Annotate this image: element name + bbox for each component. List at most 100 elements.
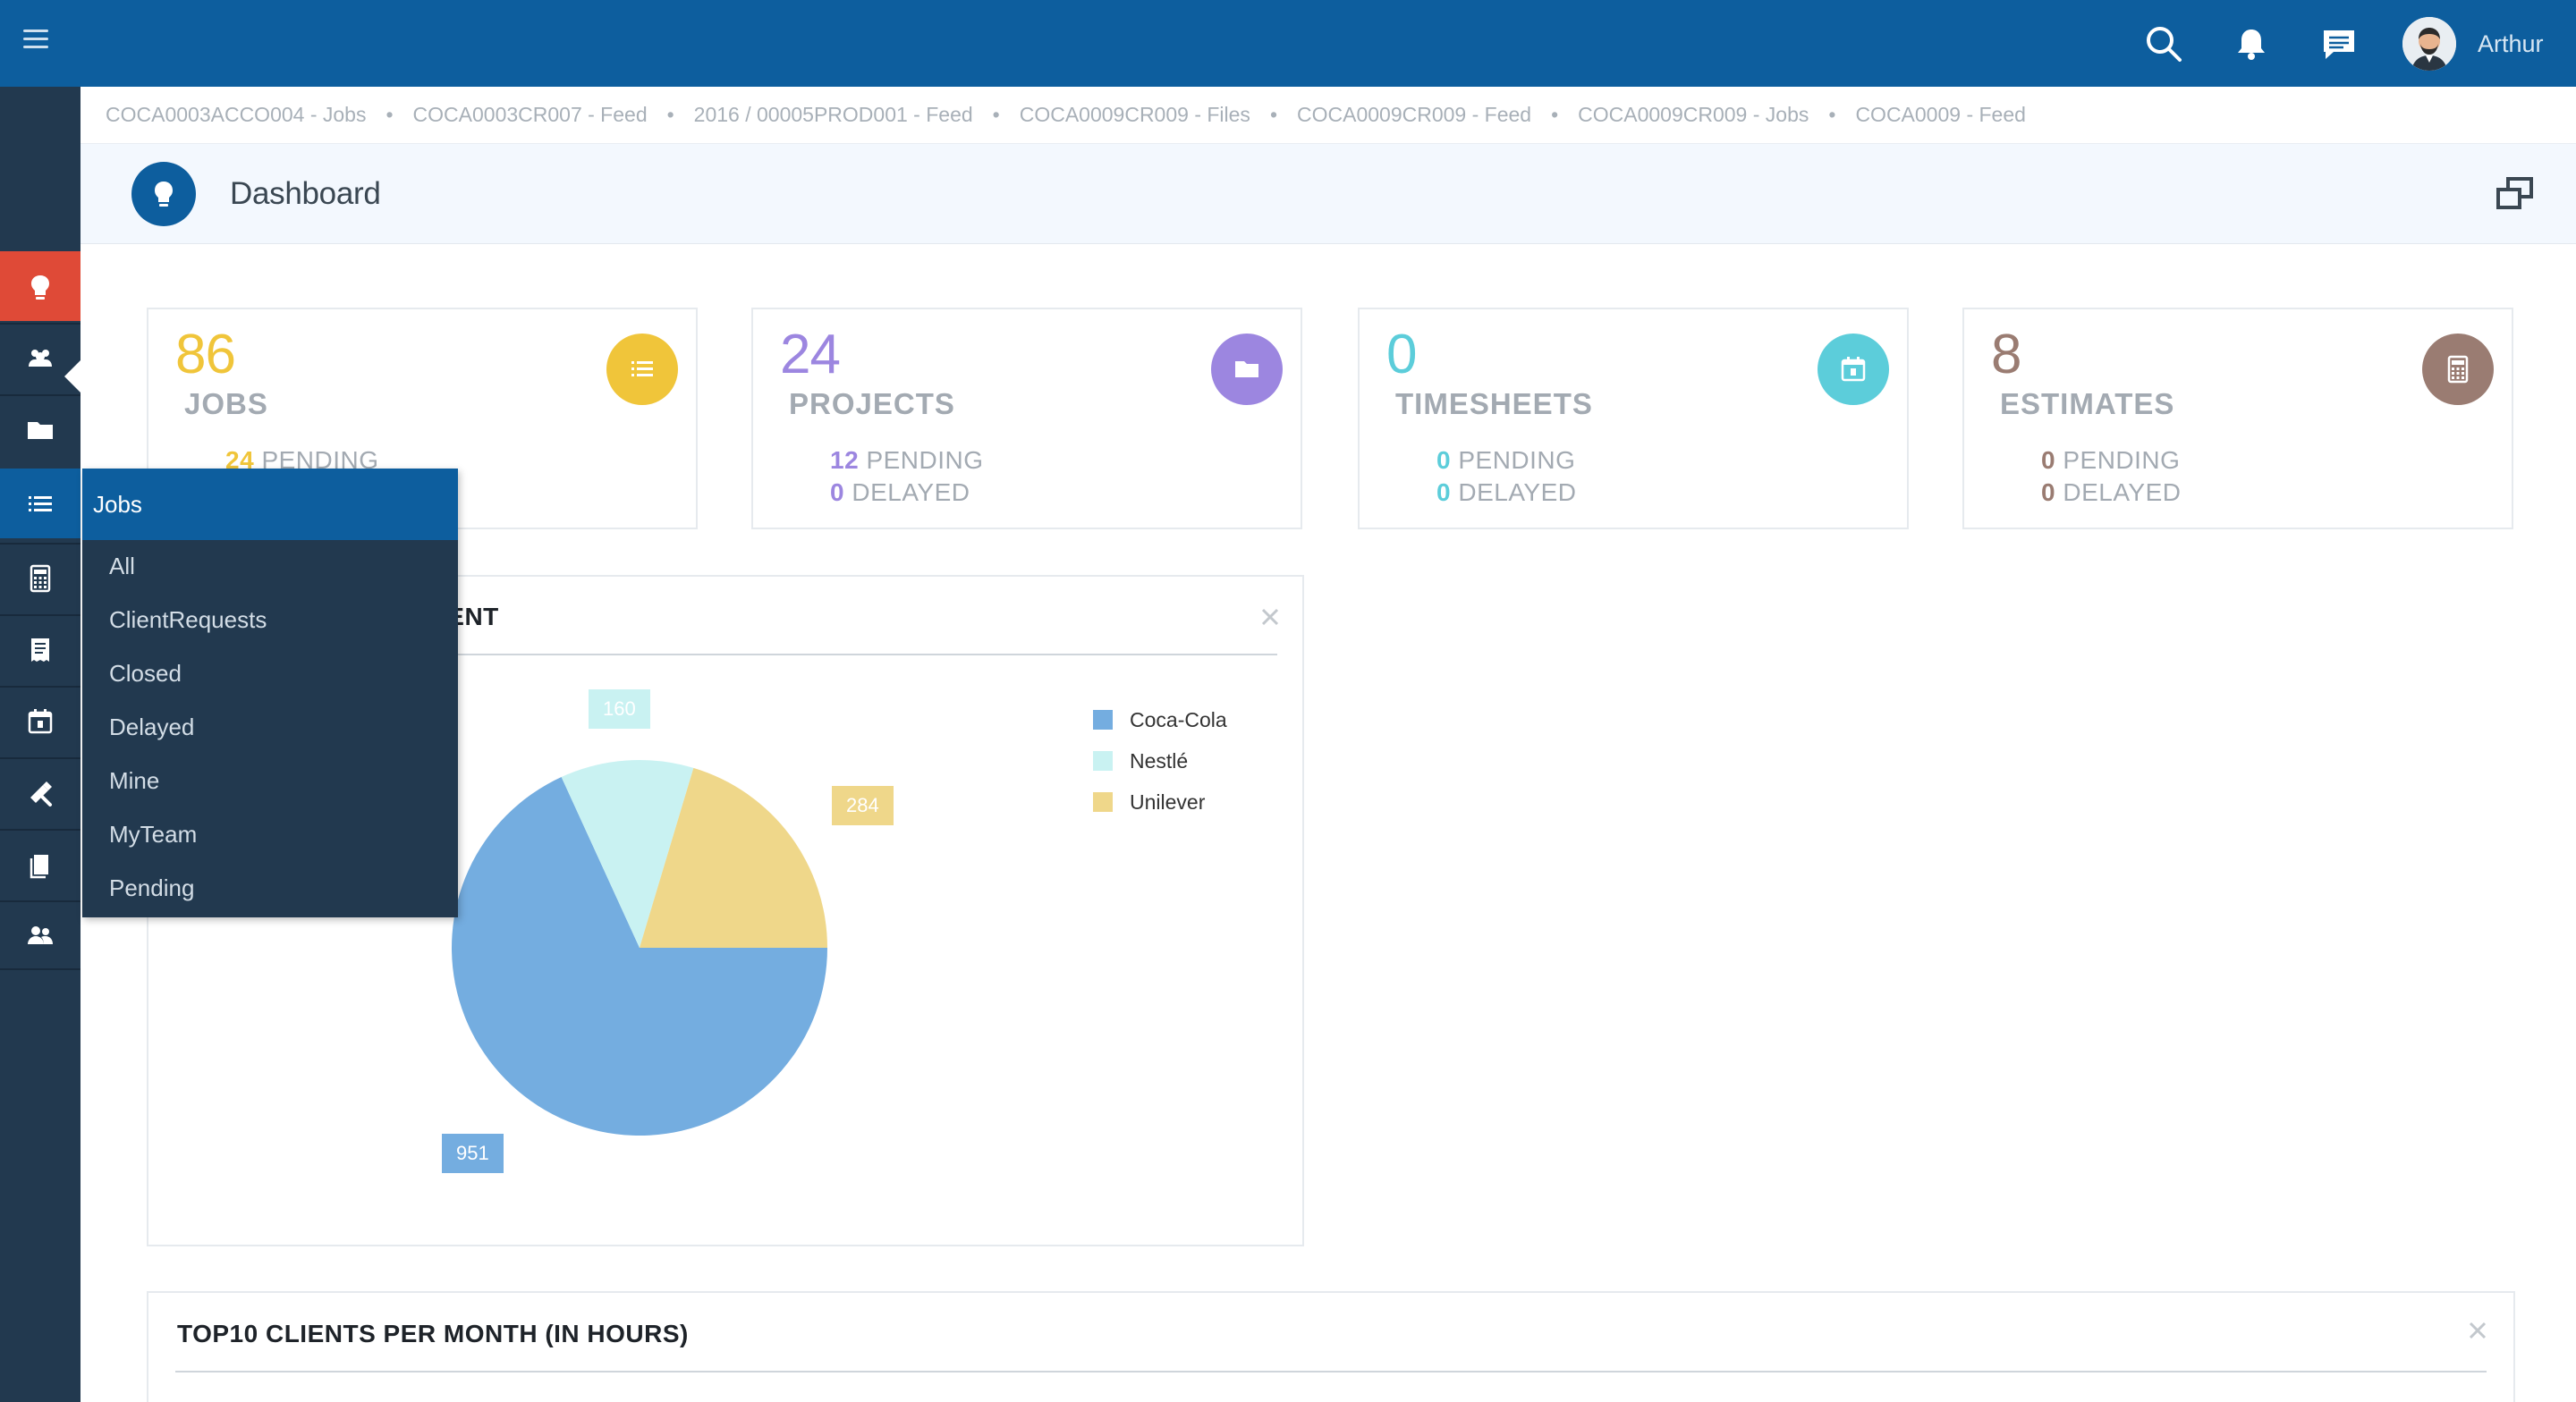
breadcrumb-item[interactable]: COCA0003CR007 - Feed: [412, 103, 648, 126]
dashboard-icon: [31, 275, 49, 300]
pie-slice-unilever[interactable]: [640, 767, 827, 948]
estimates-calculator-icon: [30, 564, 51, 593]
menu-icon[interactable]: [23, 28, 50, 49]
search-icon[interactable]: [2143, 23, 2184, 64]
flyout-item-clientrequests[interactable]: ClientRequests: [109, 606, 267, 633]
page-title: Dashboard: [230, 176, 381, 211]
dashboard-badge-icon: [131, 162, 196, 226]
breadcrumb-item[interactable]: COCA0009CR009 - Feed: [1297, 103, 1532, 126]
projects-delayed-label: DELAYED: [852, 478, 970, 506]
breadcrumb-item[interactable]: COCA0009CR009 - Files: [1019, 103, 1250, 126]
projects-pending-count: 12: [830, 446, 860, 474]
timesheet-calendar-icon: [28, 709, 53, 734]
documents-icon: [30, 855, 48, 879]
timesheets-pending-count: 0: [1436, 446, 1452, 474]
flyout-item-pending[interactable]: Pending: [109, 874, 195, 901]
breadcrumb-item[interactable]: COCA0009 - Feed: [1855, 103, 2026, 126]
breadcrumb-separator: •: [1551, 103, 1559, 126]
sidebar-item-projects[interactable]: [0, 394, 80, 464]
estimates-card[interactable]: 8 ESTIMATES 0 PENDING 0 DELAYED: [1962, 308, 2513, 529]
legend-label: Coca-Cola: [1130, 707, 1227, 731]
flyout-item-mine[interactable]: Mine: [109, 767, 160, 794]
legend-item-unilever[interactable]: Unilever: [1093, 781, 1227, 823]
projects-delayed-line: 0 DELAYED: [830, 478, 970, 507]
flyout-item-myteam[interactable]: MyTeam: [109, 821, 198, 848]
projects-folder-icon: [28, 422, 53, 439]
jobs-list-icon: [29, 496, 52, 511]
pie-legend: Coca-Cola Nestlé Unilever: [1093, 699, 1227, 823]
pie-chart: [452, 760, 827, 1136]
top-navbar: Arthur: [0, 0, 2576, 87]
sidebar-item-clients[interactable]: [0, 323, 80, 393]
estimates-delayed-count: 0: [2041, 478, 2056, 506]
bell-icon[interactable]: [2231, 23, 2272, 64]
sidebar-item-team[interactable]: [0, 900, 80, 970]
estimates-pending-count: 0: [2041, 446, 2056, 474]
pie-slice-coca-cola[interactable]: [452, 777, 827, 1136]
avatar: [2402, 17, 2456, 71]
flyout-item-closed[interactable]: Closed: [109, 660, 182, 687]
team-icon: [28, 926, 53, 944]
calendar-icon: [1818, 334, 1889, 405]
sidebar-item-dashboard[interactable]: [0, 251, 80, 321]
projects-count: 24: [780, 324, 841, 385]
pie-panel-close-icon[interactable]: [1258, 604, 1283, 629]
timesheets-label: TIMESHEETS: [1395, 387, 1593, 420]
flyout-item-all[interactable]: All: [109, 553, 135, 579]
active-indicator-arrow: [64, 359, 82, 394]
projects-pending-line: 12 PENDING: [830, 446, 984, 475]
projects-card[interactable]: 24 PROJECTS 12 PENDING 0 DELAYED: [751, 308, 1302, 529]
user-menu[interactable]: Arthur: [2402, 16, 2544, 72]
legend-item-coca-cola[interactable]: Coca-Cola: [1093, 699, 1227, 740]
breadcrumb-item[interactable]: 2016 / 00005PROD001 - Feed: [693, 103, 973, 126]
sidebar-item-tools[interactable]: [0, 757, 80, 827]
sidebar-item-documents[interactable]: [0, 829, 80, 899]
breadcrumb-separator: •: [666, 103, 674, 126]
flyout-header-jobs[interactable]: Jobs: [82, 469, 458, 540]
jobs-label: JOBS: [184, 387, 268, 420]
chat-icon[interactable]: [2318, 23, 2360, 64]
breadcrumb-item[interactable]: COCA0009CR009 - Jobs: [1578, 103, 1809, 126]
legend-label: Unilever: [1130, 790, 1206, 814]
pie-panel-divider: [175, 654, 1277, 655]
breadcrumb-separator: •: [992, 103, 1000, 126]
projects-label: PROJECTS: [789, 387, 955, 420]
restore-window-icon[interactable]: [2496, 176, 2535, 212]
timesheets-pending-line: 0 PENDING: [1436, 446, 1575, 475]
timesheets-delayed-line: 0 DELAYED: [1436, 478, 1577, 507]
folder-icon: [1211, 334, 1283, 405]
legend-swatch: [1093, 751, 1113, 771]
legend-label: Nestlé: [1130, 748, 1189, 773]
breadcrumb-separator: •: [1269, 103, 1277, 126]
page-header: Dashboard: [80, 144, 2576, 244]
top10-panel-close-icon[interactable]: [2465, 1318, 2490, 1343]
user-name: Arthur: [2478, 30, 2544, 57]
sidebar-item-receipts[interactable]: [0, 614, 80, 684]
estimates-count: 8: [1991, 324, 2021, 385]
estimates-label: ESTIMATES: [2000, 387, 2175, 420]
sidebar-item-jobs[interactable]: [0, 469, 80, 538]
breadcrumb-item[interactable]: COCA0003ACCO004 - Jobs: [106, 103, 367, 126]
timesheets-card[interactable]: 0 TIMESHEETS 0 PENDING 0 DELAYED: [1358, 308, 1909, 529]
sidebar-item-timesheets[interactable]: [0, 686, 80, 756]
top10-clients-panel: TOP10 CLIENTS PER MONTH (IN HOURS): [147, 1291, 2515, 1402]
breadcrumb-separator: •: [386, 103, 394, 126]
timesheets-count: 0: [1386, 324, 1417, 385]
estimates-pending-line: 0 PENDING: [2041, 446, 2180, 475]
timesheets-pending-label: PENDING: [1458, 446, 1576, 474]
flyout-item-delayed[interactable]: Delayed: [109, 714, 195, 740]
projects-delayed-count: 0: [830, 478, 845, 506]
sidebar: [0, 87, 82, 1402]
legend-item-nestle[interactable]: Nestlé: [1093, 740, 1227, 781]
projects-pending-label: PENDING: [866, 446, 984, 474]
pie-slice-nestle[interactable]: [561, 760, 694, 948]
clients-icon: [29, 350, 52, 367]
calculator-icon: [2422, 334, 2494, 405]
estimates-pending-label: PENDING: [2063, 446, 2181, 474]
receipt-icon: [31, 638, 49, 662]
pie-label-coca-cola: 951: [442, 1134, 504, 1173]
jobs-flyout-menu: Jobs All ClientRequests Closed Delayed M…: [82, 469, 458, 917]
breadcrumb-separator: •: [1828, 103, 1836, 126]
top10-panel-title: TOP10 CLIENTS PER MONTH (IN HOURS): [177, 1320, 689, 1347]
sidebar-item-estimates[interactable]: [0, 543, 80, 612]
